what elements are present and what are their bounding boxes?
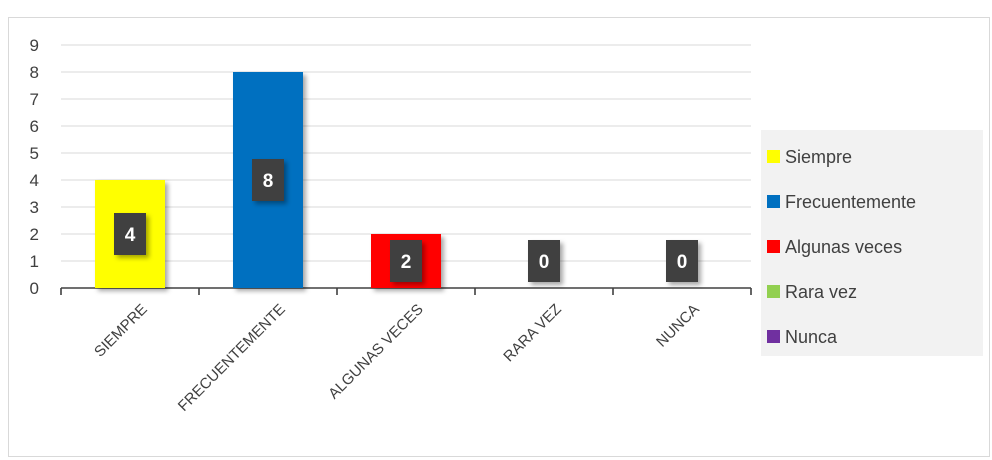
y-tick-label: 8 — [30, 63, 39, 82]
data-label: 4 — [114, 213, 146, 255]
x-category-label: RARA VEZ — [500, 301, 564, 365]
legend-swatch — [767, 150, 780, 163]
data-label-box — [528, 240, 560, 282]
y-tick-label: 2 — [30, 225, 39, 244]
y-tick-label: 7 — [30, 90, 39, 109]
data-label: 8 — [252, 159, 284, 201]
legend-swatch — [767, 195, 780, 208]
y-tick-label: 4 — [30, 171, 39, 190]
x-category-label: ALGUNAS VECES — [325, 301, 427, 403]
x-category-label: FRECUENTEMENTE — [175, 301, 289, 415]
legend-label: Rara vez — [785, 282, 857, 302]
legend-label: Nunca — [785, 327, 838, 347]
data-label-text: 8 — [263, 171, 274, 192]
data-label-box — [666, 240, 698, 282]
y-tick-label: 3 — [30, 198, 39, 217]
data-label: 0 — [528, 240, 560, 282]
legend-swatch — [767, 285, 780, 298]
x-category-label: NUNCA — [653, 301, 703, 351]
data-label-text: 0 — [677, 252, 688, 273]
legend-box — [761, 130, 983, 356]
data-label: 2 — [390, 240, 422, 282]
data-label-box — [114, 213, 146, 255]
legend-label: Siempre — [785, 147, 852, 167]
data-label: 0 — [666, 240, 698, 282]
data-label-text: 4 — [125, 225, 136, 246]
data-label-text: 0 — [539, 252, 550, 273]
y-tick-label: 9 — [30, 36, 39, 55]
y-tick-label: 6 — [30, 117, 39, 136]
data-label-box — [390, 240, 422, 282]
legend-label: Algunas veces — [785, 237, 902, 257]
chart-frame: 0 1 2 3 4 5 6 7 8 9 4 SIEMPRE 8 FRECUENTEMENTE 2 ALGUNA… — [8, 17, 990, 457]
y-tick-label: 0 — [30, 279, 39, 298]
y-tick-label: 5 — [30, 144, 39, 163]
y-tick-label: 1 — [30, 252, 39, 271]
legend-swatch — [767, 330, 780, 343]
x-category-label: SIEMPRE — [91, 301, 151, 361]
legend-swatch — [767, 240, 780, 253]
bar-chart: 0 1 2 3 4 5 6 7 8 9 4 SIEMPRE 8 FRECUENTEMENTE 2 ALGUNA… — [30, 36, 983, 415]
legend-label: Frecuentemente — [785, 192, 916, 212]
data-label-text: 2 — [401, 252, 412, 273]
data-label-box — [252, 159, 284, 201]
